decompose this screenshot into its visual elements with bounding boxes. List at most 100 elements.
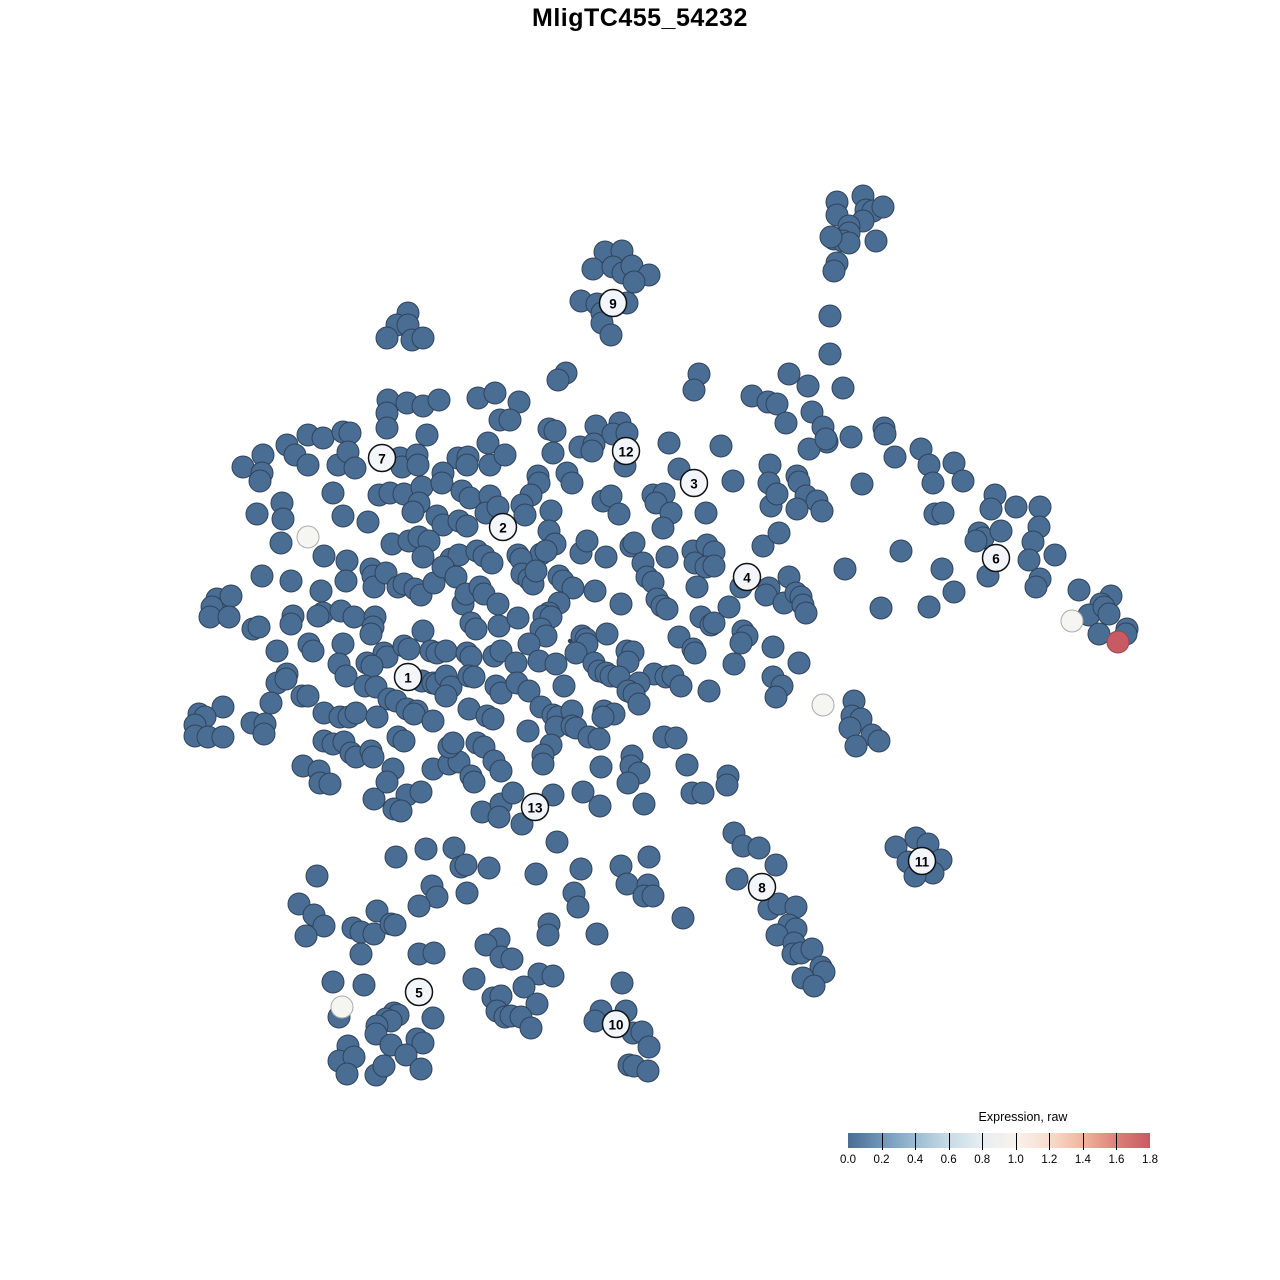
data-point-low — [589, 755, 613, 779]
data-point-low — [594, 545, 618, 569]
data-point-low — [312, 914, 336, 938]
data-point-low — [415, 423, 439, 447]
data-point-low — [685, 575, 709, 599]
data-point-low — [622, 270, 646, 294]
data-point-low — [349, 942, 373, 966]
data-point-low — [609, 592, 633, 616]
legend-tick-label: 0.4 — [907, 1154, 924, 1166]
data-point-low — [765, 482, 789, 506]
data-point-low — [669, 674, 693, 698]
cluster-label-circle — [907, 846, 937, 876]
data-point-low — [622, 531, 646, 555]
data-point-low — [850, 472, 874, 496]
legend-tick-mark — [1082, 1133, 1084, 1150]
data-point-low — [683, 641, 707, 665]
data-point-low — [392, 729, 416, 753]
data-point-low — [397, 637, 421, 661]
data-point-low — [211, 695, 235, 719]
data-point-low — [421, 709, 445, 733]
legend-tick-label: 1.4 — [1074, 1154, 1091, 1166]
data-point-low — [1004, 495, 1028, 519]
data-point-low — [487, 805, 511, 829]
data-point-low — [334, 569, 358, 593]
data-point-low — [427, 388, 451, 412]
data-point-low — [651, 516, 675, 540]
data-point-low — [517, 632, 541, 656]
data-point-low — [342, 605, 366, 629]
data-point-low — [964, 529, 988, 553]
data-point-low — [274, 667, 298, 691]
data-point-low — [394, 1043, 418, 1067]
data-point-low — [252, 722, 276, 746]
legend-tick-mark — [915, 1133, 917, 1150]
data-point-low — [819, 225, 843, 249]
data-point-low — [305, 864, 329, 888]
data-point-low — [500, 947, 524, 971]
data-point-low — [454, 853, 478, 877]
data-point-low — [869, 596, 893, 620]
cluster-label-text: 10 — [608, 1018, 623, 1033]
legend-tick-mark — [1049, 1133, 1051, 1150]
data-point-low — [389, 799, 413, 823]
cluster-label-text: 13 — [527, 801, 543, 816]
data-point-low — [587, 727, 611, 751]
data-point-low — [421, 1006, 445, 1030]
data-point-low — [616, 771, 640, 795]
data-point-low — [536, 923, 560, 947]
data-point-low — [414, 837, 438, 861]
data-point-low — [729, 631, 753, 655]
data-point-low — [344, 701, 368, 725]
data-point-mid — [330, 995, 354, 1019]
legend-tick-mark — [982, 1133, 984, 1150]
data-point-low — [462, 665, 486, 689]
data-point-low — [248, 469, 272, 493]
data-point-low — [541, 441, 565, 465]
cluster-label-text: 2 — [499, 521, 507, 536]
data-point-low — [334, 664, 358, 688]
data-point-low — [321, 481, 345, 505]
data-point-low — [575, 529, 599, 553]
data-point-mid — [1060, 609, 1084, 633]
cluster-label-circle — [747, 872, 777, 902]
cluster-label-text: 11 — [915, 855, 930, 870]
data-point-low — [434, 684, 458, 708]
data-point-low — [543, 419, 567, 443]
data-point-low — [486, 592, 510, 616]
legend-colorbar — [848, 1133, 1150, 1148]
data-point-mid — [811, 693, 835, 717]
data-point-low — [599, 323, 623, 347]
data-point-low — [464, 617, 488, 641]
data-point-low — [493, 443, 517, 467]
data-point-low — [664, 726, 688, 750]
expression-legend: Expression, raw 0.0 0.2 0.4 0.6 0.8 1.0 1.2 1.4… — [840, 1110, 1158, 1174]
data-point-low — [217, 605, 241, 629]
data-point-low — [774, 411, 798, 435]
data-point-low — [513, 503, 537, 527]
data-point-low — [777, 362, 801, 386]
data-point-low — [296, 684, 320, 708]
data-point-low — [406, 453, 430, 477]
data-point-low — [269, 531, 293, 555]
cluster-label-text: 1 — [404, 671, 412, 686]
cluster-label-text: 9 — [609, 297, 617, 312]
data-point-low — [831, 376, 855, 400]
legend-tick-label: 0.8 — [974, 1154, 991, 1166]
data-point-low — [655, 597, 679, 621]
data-point-low — [917, 595, 941, 619]
data-point-low — [814, 427, 838, 451]
data-point-low — [455, 453, 479, 477]
data-point-low — [365, 705, 389, 729]
data-point-low — [818, 342, 842, 366]
data-point-low — [767, 521, 791, 545]
data-point-low — [581, 257, 605, 281]
data-point-low — [411, 545, 435, 569]
data-point-low — [942, 580, 966, 604]
data-point-low — [794, 601, 818, 625]
data-point-low — [219, 584, 243, 608]
data-point-low — [610, 971, 634, 995]
data-point-low — [588, 794, 612, 818]
data-point-low — [671, 906, 695, 930]
data-point-low — [1024, 575, 1048, 599]
data-point-low — [546, 368, 570, 392]
data-point-low — [504, 651, 528, 675]
